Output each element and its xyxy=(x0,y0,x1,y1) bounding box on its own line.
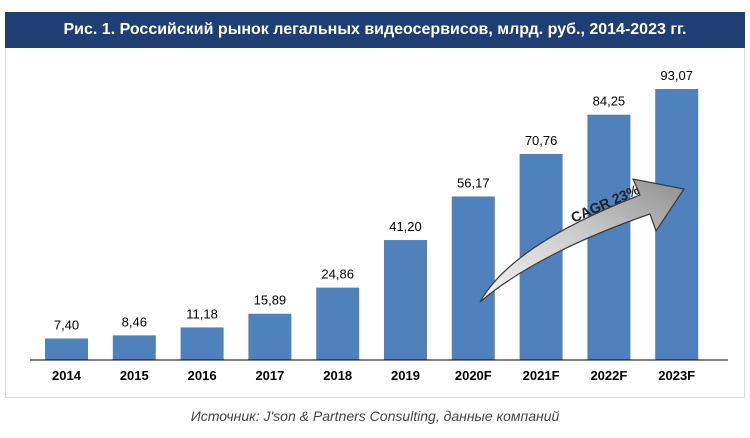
data-label-2016: 11,18 xyxy=(186,306,218,321)
data-label-2017: 15,89 xyxy=(254,293,287,308)
bar-2022F xyxy=(587,114,631,360)
tick-label-2021F: 2021F xyxy=(523,368,560,383)
tick-label-2015: 2015 xyxy=(120,368,149,383)
data-label-2019: 41,20 xyxy=(389,219,422,234)
bar-chart: 7,40 8,46 11,18 15,89 24,86 41,20 56,17 70,76 84… xyxy=(30,68,728,383)
bars-group: 7,40 8,46 11,18 15,89 24,86 41,20 56,17 70,76 84… xyxy=(45,68,699,360)
tick-labels-group: 2014 2015 2016 2017 2018 2019 2020F 2021F 2022F 2… xyxy=(52,368,695,383)
bar-2015 xyxy=(112,335,156,360)
bar-2017 xyxy=(248,313,292,360)
data-label-2022F: 84,25 xyxy=(593,94,626,109)
tick-label-2022F: 2022F xyxy=(590,368,627,383)
tick-label-2023F: 2023F xyxy=(658,368,695,383)
data-label-2023F: 93,07 xyxy=(660,68,693,83)
cagr-arrow-group: CAGR 23% xyxy=(479,178,685,303)
tick-label-2016: 2016 xyxy=(188,368,217,383)
bar-2019 xyxy=(384,240,427,360)
bar-2023F xyxy=(655,89,699,360)
tick-label-2017: 2017 xyxy=(255,368,284,383)
data-label-2015: 8,46 xyxy=(122,314,147,329)
data-label-2020F: 56,17 xyxy=(457,175,490,190)
tick-label-2014: 2014 xyxy=(52,368,82,383)
bar-2018 xyxy=(316,287,360,360)
tick-label-2019: 2019 xyxy=(391,368,420,383)
bar-2014 xyxy=(45,338,88,360)
bar-2020F xyxy=(451,196,495,360)
data-label-2021F: 70,76 xyxy=(525,133,558,148)
data-label-2018: 24,86 xyxy=(321,267,354,282)
bar-2016 xyxy=(180,327,224,360)
tick-label-2018: 2018 xyxy=(323,368,352,383)
cagr-arrow-icon xyxy=(479,178,685,303)
source-note: Источник: J'son & Partners Consulting, д… xyxy=(190,408,560,424)
data-label-2014: 7,40 xyxy=(54,317,79,332)
chart-title: Рис. 1. Российский рынок легальных видео… xyxy=(5,12,745,48)
tick-label-2020F: 2020F xyxy=(455,368,492,383)
